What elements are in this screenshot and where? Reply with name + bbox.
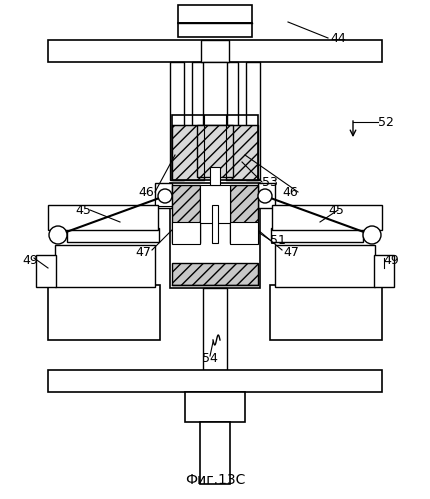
Bar [230,222,258,244]
Bar [230,185,258,243]
Bar [185,392,245,422]
Bar [172,263,258,285]
Bar [203,62,227,125]
Bar [226,125,258,180]
Bar [48,40,382,62]
Text: 47: 47 [283,246,299,258]
Text: 53: 53 [262,176,278,189]
Bar [200,185,230,223]
Bar [67,228,159,242]
Text: 49: 49 [22,253,38,266]
Circle shape [258,189,272,203]
Bar [200,422,230,484]
Circle shape [363,226,381,244]
Text: 46: 46 [282,186,298,199]
Circle shape [158,189,172,203]
Text: 49: 49 [383,253,399,266]
Bar [155,183,172,208]
Bar [246,62,260,180]
Bar [271,228,363,242]
Bar [201,40,229,62]
Bar [172,125,204,180]
Bar [172,185,200,243]
Text: 46: 46 [138,186,154,199]
Bar [48,370,382,392]
Bar [212,205,218,243]
Bar [170,62,184,180]
Bar [155,198,172,206]
Text: 54: 54 [202,351,218,364]
Bar [178,5,252,23]
Text: 45: 45 [328,204,344,217]
Bar [48,285,160,340]
Bar [48,205,158,230]
Bar [275,245,375,287]
Bar [172,222,200,244]
Bar [203,288,227,370]
Bar [258,183,275,208]
Bar [374,255,394,287]
Bar [55,245,155,287]
Bar [270,285,382,340]
Bar [210,167,220,185]
Text: 45: 45 [75,204,91,217]
Bar [197,125,233,177]
Text: 47: 47 [135,246,151,258]
Bar [272,205,382,230]
Bar [170,183,260,288]
Text: 52: 52 [378,115,394,129]
Text: Фиг.13C: Фиг.13C [185,473,245,487]
Text: 44: 44 [330,31,346,44]
Bar [192,62,204,167]
Bar [226,62,238,167]
Bar [36,255,56,287]
Bar [178,23,252,37]
Text: 51: 51 [270,234,286,247]
Bar [172,115,258,180]
Circle shape [49,226,67,244]
